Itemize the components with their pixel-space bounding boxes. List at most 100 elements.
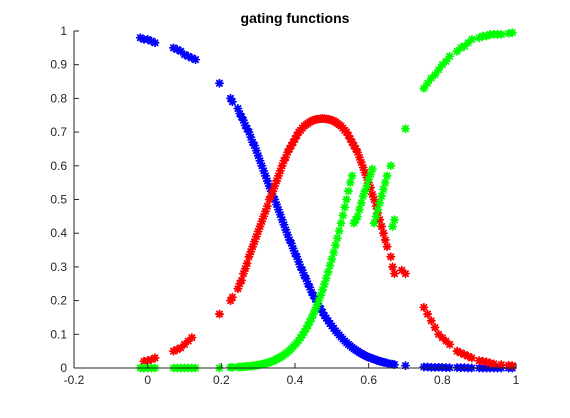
data-point (382, 242, 392, 252)
data-point (284, 144, 294, 154)
data-point (401, 361, 410, 371)
data-point (307, 313, 317, 323)
data-point (351, 215, 361, 225)
data-point (264, 195, 274, 204)
data-point (299, 270, 309, 280)
data-point (146, 36, 156, 46)
data-point (482, 31, 492, 41)
data-point (135, 33, 145, 43)
data-point (459, 41, 469, 51)
data-point (296, 262, 306, 272)
data-point (307, 287, 317, 297)
data-point (253, 227, 263, 237)
data-point (273, 205, 283, 215)
data-point (244, 127, 254, 137)
y-tick-label: 1 (60, 24, 67, 38)
data-point (419, 83, 429, 93)
data-point (434, 65, 444, 75)
data-point (349, 141, 359, 151)
data-point (297, 265, 307, 275)
data-point (354, 205, 364, 215)
data-point (176, 46, 186, 56)
plot-area: -0.2 0 0.2 0.4 0.6 0.8 100.10.20.30.40.50.60.7… (50, 24, 519, 387)
data-point (329, 247, 339, 257)
y-tick-label: 0.5 (50, 193, 67, 207)
data-point (262, 176, 272, 186)
data-point (378, 228, 388, 238)
data-point (321, 273, 331, 283)
data-point (268, 186, 278, 196)
data-point (227, 97, 237, 107)
y-tick-label: 0.7 (50, 125, 67, 139)
data-point (319, 279, 329, 289)
data-point (366, 183, 376, 193)
data-point (456, 348, 466, 358)
x-tick-label: 0 (144, 373, 151, 387)
data-point (364, 174, 374, 184)
data-point (246, 132, 256, 142)
data-point (305, 282, 315, 292)
x-tick-label: 1 (513, 373, 520, 387)
data-point (349, 218, 359, 228)
data-point (286, 141, 296, 151)
y-tick-label: 0.6 (50, 159, 67, 173)
y-tick-label: 0.9 (50, 58, 67, 72)
data-point (378, 184, 388, 194)
y-tick-label: 0.3 (50, 260, 67, 274)
data-point (340, 202, 350, 212)
data-point (332, 233, 342, 243)
data-point (248, 137, 258, 147)
data-point (388, 262, 398, 272)
data-point (249, 141, 259, 151)
y-tick-label: 0.1 (50, 327, 67, 341)
data-point (441, 56, 451, 66)
data-point (279, 220, 289, 230)
data-point (264, 181, 274, 191)
data-point (272, 176, 282, 186)
chart-title: gating functions (241, 10, 350, 26)
data-point (386, 252, 396, 262)
data-point (441, 336, 451, 346)
data-point (452, 346, 462, 356)
data-point (331, 240, 341, 250)
data-point (290, 248, 300, 258)
data-point (261, 206, 271, 216)
data-point (257, 161, 267, 171)
data-point (187, 53, 197, 63)
data-point (226, 93, 236, 103)
data-point (389, 360, 399, 370)
data-point (227, 362, 237, 372)
data-point (345, 178, 355, 188)
data-point (235, 279, 245, 289)
data-point (272, 200, 282, 210)
data-point (377, 191, 387, 201)
data-point (314, 295, 324, 305)
data-point (191, 55, 201, 65)
data-point (150, 353, 160, 363)
data-point (336, 218, 346, 228)
data-point (463, 351, 473, 361)
data-point (358, 191, 368, 201)
data-point (283, 230, 293, 240)
data-point (251, 232, 261, 242)
data-point (281, 225, 291, 235)
data-point (279, 156, 289, 166)
data-point (290, 134, 300, 144)
data-point (305, 317, 315, 327)
data-point (401, 124, 410, 134)
data-point (308, 291, 318, 301)
data-point (371, 211, 381, 221)
data-point (437, 60, 447, 70)
data-point (338, 210, 348, 220)
data-point (277, 161, 287, 171)
data-point (507, 361, 517, 371)
data-point (373, 205, 383, 215)
data-point (445, 51, 455, 61)
data-point (351, 144, 361, 154)
data-point (183, 51, 193, 61)
data-point (235, 109, 245, 119)
y-tick-label: 0 (60, 361, 67, 375)
data-point (353, 211, 363, 221)
data-point (358, 162, 368, 172)
